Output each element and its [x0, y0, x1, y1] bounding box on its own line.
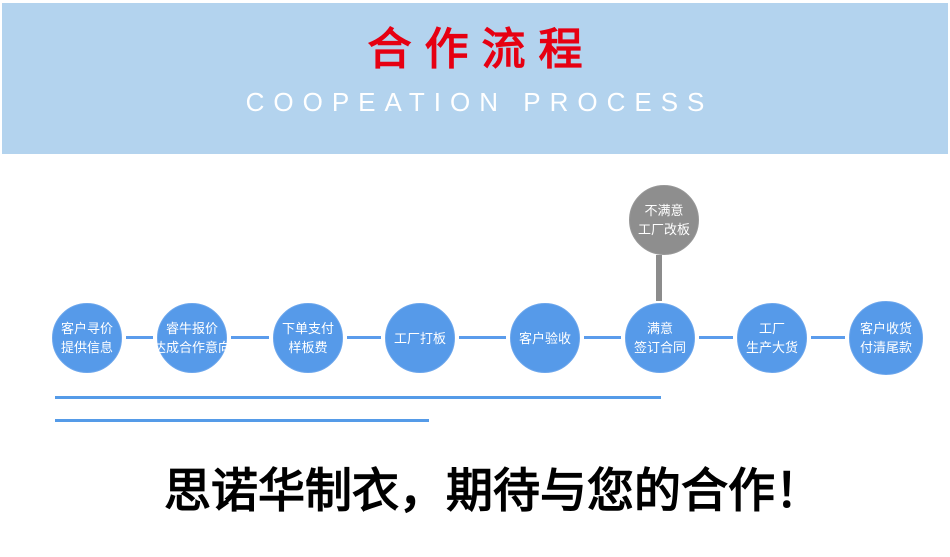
flow-connector: [699, 336, 733, 339]
flow-step-label-line2: 达成合作意向: [153, 340, 232, 355]
footer-slogan: 思诺华制衣，期待与您的合作！: [164, 466, 822, 518]
decorative-underline-short: [55, 419, 429, 422]
flow-step-5: 客户验收: [510, 303, 580, 373]
flow-step-label-line1: 客户寻价: [60, 321, 113, 336]
flow-step-label-line1: 满意: [646, 321, 673, 336]
page-subtitle: COOPEATION PROCESS: [245, 87, 714, 117]
flow-step-label-line1: 工厂打板: [393, 330, 446, 346]
flow-step-label-line1: 客户验收: [518, 330, 571, 346]
flow-step-7: 工厂 生产大货: [737, 303, 807, 373]
flow-step-label-line1: 客户收货: [859, 321, 912, 336]
flow-step-label-line2: 生产大货: [745, 340, 798, 355]
flow-step-label-line1: 睿牛报价: [165, 321, 218, 336]
flow-step-1: 客户寻价 提供信息: [52, 303, 122, 373]
flow-node-label-line2: 工厂改板: [637, 222, 690, 237]
flow-step-3: 下单支付 样板费: [273, 303, 343, 373]
flow-step-label-line1: 下单支付: [281, 321, 334, 336]
banner: 合作流程 COOPEATION PROCESS: [2, 3, 948, 154]
flow-step-8: 客户收货 付清尾款: [849, 301, 923, 375]
decorative-underline-long: [55, 396, 661, 399]
flow-connector: [347, 336, 381, 339]
flow-connector: [811, 336, 845, 339]
flow-connector: [459, 336, 506, 339]
flow-step-label-line2: 付清尾款: [859, 340, 912, 355]
flow-step-label-line1: 工厂: [758, 321, 785, 336]
flow-step-6: 满意 签订合同: [625, 303, 695, 373]
flow-step-label-line2: 提供信息: [60, 340, 113, 355]
flow-step-label-line2: 样板费: [288, 340, 328, 355]
flow-node-reject: 不满意 工厂改板: [629, 185, 699, 255]
flow-step-label-line2: 签订合同: [633, 340, 686, 355]
flow-step-2: 睿牛报价 达成合作意向: [153, 303, 231, 373]
reject-vertical-connector: [656, 255, 662, 301]
flow-connector: [231, 336, 269, 339]
flow-node-label-line1: 不满意: [644, 203, 684, 218]
flow-connector: [584, 336, 621, 339]
flow-connector: [126, 336, 153, 339]
page-title: 合作流程: [367, 25, 596, 74]
flow-step-4: 工厂打板: [385, 303, 455, 373]
